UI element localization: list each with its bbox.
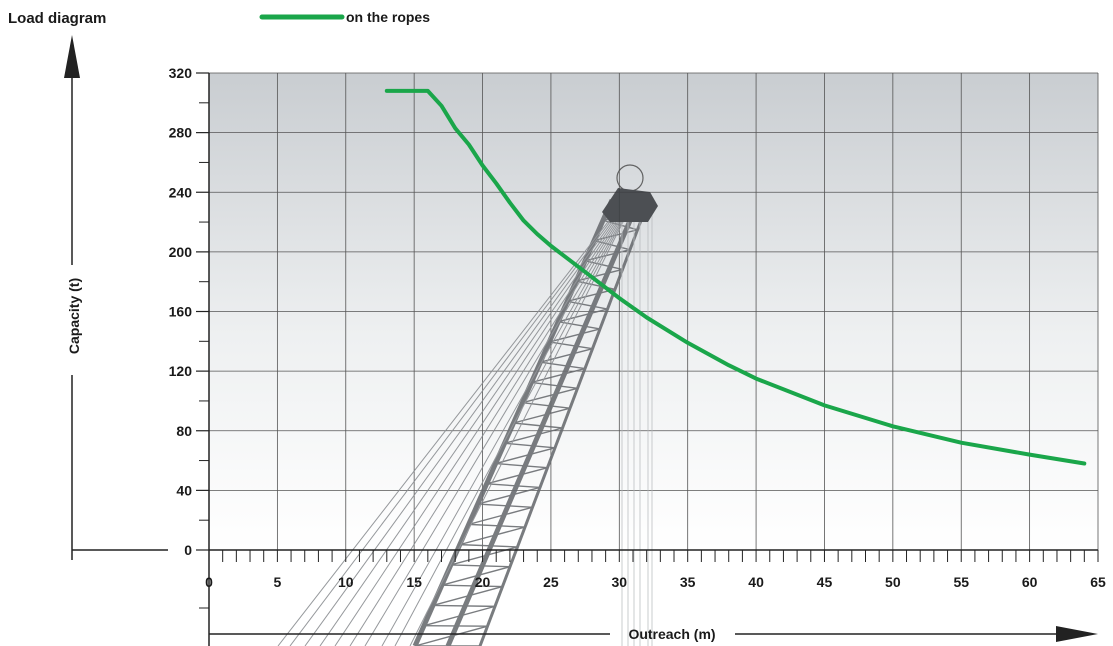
crane-lattice-brace <box>486 483 541 489</box>
crane-lattice-brace <box>576 268 623 282</box>
x-tick-labels: 0 5 10 15 20 25 30 35 40 45 50 55 60 65 <box>205 574 1106 590</box>
crane-lattice-brace <box>441 566 511 586</box>
crane-lattice-brace <box>567 288 616 303</box>
x-tick-label-65: 65 <box>1090 574 1106 590</box>
x-tick-label-25: 25 <box>543 574 559 590</box>
y-tick-label-80: 80 <box>176 423 192 439</box>
crane-lattice-brace <box>432 604 496 608</box>
crane-lattice-brace <box>459 526 526 546</box>
crane-lattice-brace <box>549 328 601 343</box>
crane-boom-head <box>602 188 658 222</box>
crane-rope <box>394 215 626 646</box>
crane-boom-chord-mid <box>445 201 641 646</box>
crane-rope <box>319 205 626 646</box>
legend: on the ropes <box>259 9 430 25</box>
crane-boom-illustration <box>277 164 658 646</box>
x-tick-label-50: 50 <box>885 574 901 590</box>
crane-lattice-brace <box>423 605 496 627</box>
y-tick-label-320: 320 <box>169 65 193 81</box>
y-minor-ticks <box>199 102 209 609</box>
crane-lattice-brace <box>522 387 578 404</box>
x-tick-label-30: 30 <box>612 574 628 590</box>
axes <box>64 35 1098 646</box>
crane-lattice-brace <box>531 367 586 384</box>
crane-lattice-brace <box>495 447 556 465</box>
crane-lattice-brace <box>468 523 526 528</box>
crane-lattice-brace <box>441 584 503 588</box>
crane-lattice-brace <box>468 506 533 526</box>
crane-lattice-brace <box>495 462 548 469</box>
x-tick-label-5: 5 <box>273 574 281 590</box>
y-tick-label-200: 200 <box>169 244 193 260</box>
crane-rope <box>304 203 626 646</box>
legend-label-on-the-ropes: on the ropes <box>346 9 430 25</box>
crane-rope <box>289 201 626 646</box>
crane-lattice-brace <box>558 320 601 330</box>
crane-rope <box>409 217 626 646</box>
series-layer <box>384 88 1087 466</box>
x-tick-label-35: 35 <box>680 574 696 590</box>
y-tick-label-40: 40 <box>176 482 192 498</box>
crane-lattice-brace <box>432 585 503 607</box>
x-tick-label-40: 40 <box>748 574 764 590</box>
y-tick-label-160: 160 <box>169 304 193 320</box>
x-tick-label-45: 45 <box>817 574 833 590</box>
series-line-on-the-ropes <box>384 88 1087 466</box>
crane-rope <box>381 213 626 646</box>
chart-title: Load diagram <box>8 10 106 27</box>
crane-lattice-brace <box>558 308 608 323</box>
crane-lattice-brace <box>567 300 608 310</box>
y-tick-label-280: 280 <box>169 125 193 141</box>
x-axis-title: Outreach (m) <box>628 626 715 642</box>
x-tick-label-15: 15 <box>406 574 422 590</box>
y-axis-arrowhead <box>64 35 80 78</box>
x-minor-ticks <box>208 550 1099 562</box>
crane-rope <box>364 211 626 646</box>
crane-lattice-brace <box>486 466 548 485</box>
x-tick-label-60: 60 <box>1022 574 1038 590</box>
crane-rope <box>334 207 626 646</box>
x-axis-arrowhead <box>1056 626 1098 642</box>
crane-lattice-brace <box>459 543 518 548</box>
x-tick-label-0: 0 <box>205 574 213 590</box>
crane-lattice-brace <box>584 260 623 271</box>
crane-lattice-brace <box>504 442 556 449</box>
x-tick-label-20: 20 <box>475 574 491 590</box>
crane-lattice-brace <box>522 402 571 409</box>
crane-rope <box>277 199 626 646</box>
crane-lattice-brace <box>540 348 593 363</box>
y-tick-label-120: 120 <box>169 363 193 379</box>
y-tick-label-0: 0 <box>184 542 192 558</box>
x-tick-label-55: 55 <box>953 574 969 590</box>
crane-lattice-brace <box>504 427 563 444</box>
crane-lattice-brace <box>450 564 511 568</box>
crane-lattice-brace <box>540 361 586 370</box>
crane-lattice-brace <box>531 381 578 390</box>
x-tick-label-10: 10 <box>338 574 354 590</box>
y-tick-label-240: 240 <box>169 184 193 200</box>
crane-lattice-brace <box>477 486 541 505</box>
y-axis-title: Capacity (t) <box>66 278 82 354</box>
crane-lattice-brace <box>477 503 533 508</box>
crane-rope <box>349 209 626 646</box>
crane-lattice-brace <box>584 248 631 262</box>
crane-lattice-brace <box>414 625 488 646</box>
y-tick-labels: 0 40 80 120 160 200 240 280 320 <box>169 65 193 558</box>
crane-lattice-brace <box>593 229 638 242</box>
